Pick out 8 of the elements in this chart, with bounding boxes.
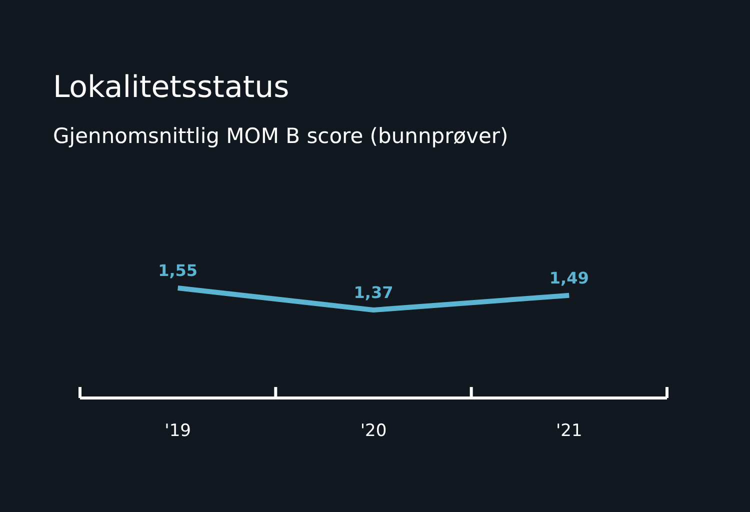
- data-label: 1,49: [549, 268, 589, 288]
- x-tick-label: '21: [556, 421, 582, 441]
- chart-title: Lokalitetsstatus: [53, 70, 290, 105]
- chart-subtitle: Gjennomsnittlig MOM B score (bunnprøver): [53, 124, 508, 148]
- data-label: 1,37: [354, 283, 394, 302]
- data-label: 1,55: [158, 261, 198, 280]
- x-tick-label: '19: [164, 421, 191, 441]
- x-tick-label: '20: [360, 421, 387, 441]
